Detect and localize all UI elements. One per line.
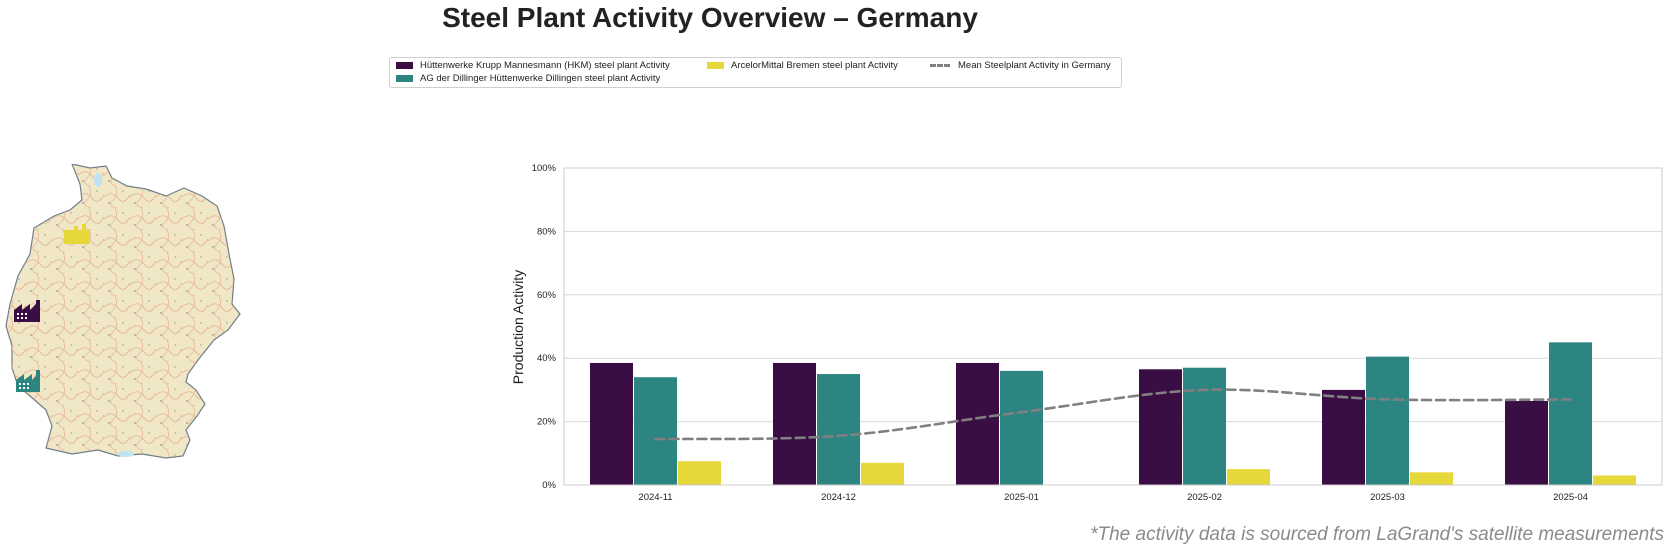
bar — [634, 377, 677, 485]
legend-item-bremen: ArcelorMittal Bremen steel plant Activit… — [707, 60, 898, 71]
x-tick-label: 2025-04 — [1553, 492, 1588, 503]
x-tick-label: 2024-11 — [638, 492, 672, 503]
arcelormittal-bremen-factory-icon — [64, 224, 90, 244]
bar — [590, 362, 633, 485]
bar — [1593, 475, 1636, 485]
legend-item-mean: Mean Steelplant Activity in Germany — [930, 60, 1111, 71]
germany-map — [5, 164, 241, 459]
bar — [1410, 472, 1453, 485]
bar — [1227, 469, 1270, 485]
y-tick-label: 100% — [532, 163, 557, 174]
legend-label-dillingen: AG der Dillinger Hüttenwerke Dillingen s… — [420, 73, 661, 84]
x-tick-label: 2025-02 — [1187, 492, 1222, 503]
bar — [1366, 356, 1409, 485]
y-tick-label: 20% — [537, 417, 557, 428]
bar — [1322, 389, 1365, 485]
legend-swatch-mean — [930, 64, 950, 67]
legend-swatch-dillingen — [396, 75, 413, 82]
bar — [956, 362, 999, 485]
bar — [861, 462, 904, 485]
mean-activity-line — [654, 388, 1572, 441]
y-tick-label: 0% — [542, 480, 556, 491]
bars — [590, 342, 1636, 485]
bar — [678, 461, 721, 485]
legend-item-dillingen: AG der Dillinger Hüttenwerke Dillingen s… — [396, 73, 660, 84]
plot-frame — [563, 167, 1663, 486]
hkm-factory-icon — [14, 300, 40, 322]
bar — [1139, 369, 1182, 485]
y-tick-label: 80% — [537, 226, 557, 237]
legend-label-bremen: ArcelorMittal Bremen steel plant Activit… — [731, 60, 898, 71]
axes: 0% 20% 40% 60% 80% 100% 2024-11 2024-12 2025-01 2… — [532, 163, 1663, 503]
page-title: Steel Plant Activity Overview – Germany — [442, 2, 978, 33]
legend-swatch-bremen — [707, 62, 724, 69]
mean-line — [654, 388, 1572, 441]
legend-label-hkm: Hüttenwerke Krupp Mannesmann (HKM) steel… — [420, 60, 670, 71]
bar — [1183, 367, 1226, 485]
legend-item-hkm: Hüttenwerke Krupp Mannesmann (HKM) steel… — [396, 60, 670, 71]
x-tick-label: 2025-03 — [1370, 492, 1405, 503]
bar — [817, 374, 860, 485]
bar — [1000, 370, 1043, 485]
dillingen-factory-icon — [16, 370, 40, 392]
y-tick-label: 60% — [537, 290, 557, 301]
legend-swatch-hkm — [396, 62, 413, 69]
bar — [1549, 342, 1592, 485]
y-axis-label: Production Activity — [510, 270, 526, 384]
x-tick-label: 2025-01 — [1004, 492, 1039, 503]
source-note: *The activity data is sourced from LaGra… — [1090, 524, 1664, 545]
legend-label-mean: Mean Steelplant Activity in Germany — [958, 60, 1111, 71]
grid-lines — [564, 167, 1662, 486]
chart-legend: Hüttenwerke Krupp Mannesmann (HKM) steel… — [389, 57, 1122, 88]
bar — [773, 362, 816, 485]
x-tick-label: 2024-12 — [821, 492, 856, 503]
y-tick-label: 40% — [537, 353, 557, 364]
bar — [1505, 400, 1548, 485]
